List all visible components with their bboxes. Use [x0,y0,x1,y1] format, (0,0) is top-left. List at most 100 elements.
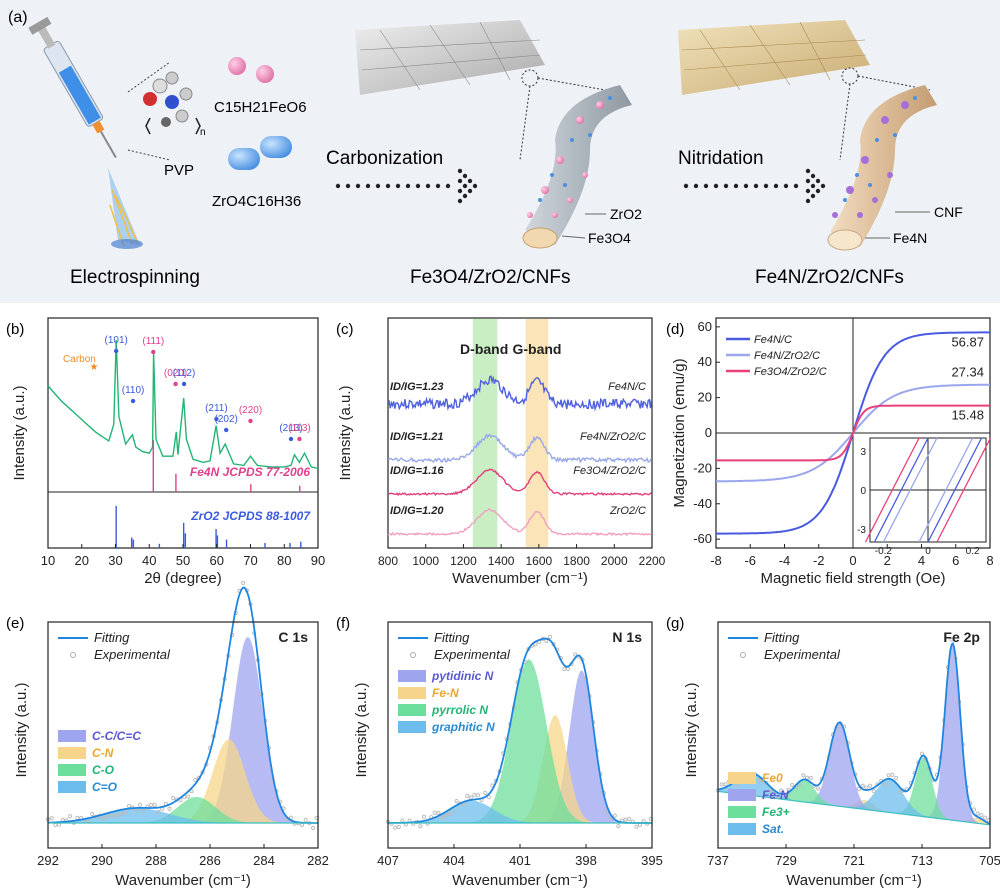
peak-label: (113) [288,423,311,434]
experimental-point [123,810,128,815]
legend-experimental: Experimental [94,647,171,662]
raman-series-line [387,468,652,497]
experimental-point [418,824,423,829]
arrow-dot [457,178,463,184]
peak-label: (202) [215,414,238,425]
experimental-point [421,814,427,819]
step-nitridation: Nitridation [678,148,764,169]
peak-label: (220) [239,405,262,416]
band-highlight [525,319,549,547]
experimental-point [137,802,143,807]
experimental-point [634,824,639,829]
raman-series-line [387,508,653,537]
x-tick-label: 10 [41,553,55,568]
product-1: Fe3O4/ZrO2/CNFs [410,267,570,288]
peak-label: (101) [104,335,127,346]
ratio-label: ID/IG=1.20 [390,505,444,517]
legend-label: Fe4N/C [754,334,792,346]
experimental-point [53,822,58,828]
experimental-point [104,814,110,819]
x-axis-label: Magnetic field strength (Oe) [760,570,945,587]
x-tick-label: 292 [37,853,59,868]
experimental-point [193,777,198,782]
experimental-point [764,780,769,786]
x-tick-label: -4 [779,553,791,568]
label-fe3o4: Fe3O4 [588,230,631,246]
component-area [388,800,652,823]
arrow-dot [375,183,381,189]
experimental-point [134,808,139,814]
component-area [48,739,318,823]
xrd-series-line [47,339,319,470]
arrow-dot [457,168,463,174]
experimental-point [778,788,784,793]
peak-marker [181,381,187,387]
y-axis-label: Magnetization (emu/g) [671,358,688,507]
blue-capsule-icon [228,148,260,170]
ref-zro2-label: ZrO2 JCPDS 88-1007 [190,509,311,523]
legend-label: Fe-N [432,686,459,700]
y-tick-label: 60 [698,319,712,334]
arrow-dot [365,183,371,189]
zoom-line [127,61,171,93]
experimental-point [797,782,802,787]
x-tick-label: 1000 [412,554,439,568]
experimental-point [436,810,441,816]
legend-experimental-swatch [70,652,76,658]
arrow-dot [693,183,699,189]
experimental-point [468,795,473,800]
raman-series-label: Fe4N/C [608,381,646,393]
experimental-point [303,817,308,822]
baseline [717,790,991,826]
experimental-point [75,815,80,820]
experimental-point [627,816,632,822]
fiber-mat-tan-icon [678,20,870,95]
legend-label: graphitic N [431,720,495,734]
arrow-dot [415,183,421,189]
fiber-mat-gray-icon [355,20,545,95]
ms-label: 15.48 [951,408,984,423]
zoom-line [537,77,606,91]
y-tick-label: -20 [693,460,712,475]
x-tick-label: 705 [979,853,1000,868]
ratio-label: ID/IG=1.21 [390,431,444,443]
experimental-point [547,634,553,639]
peak-label: (213) [279,423,302,434]
experimental-point [465,793,470,798]
inset-tick-label: -0.2 [875,546,893,557]
panel-b-label: (b) [6,321,24,338]
arrow-dot [335,183,341,189]
x-tick-label: 721 [843,853,865,868]
x-tick-label: 713 [911,853,933,868]
experimental-point [443,813,448,818]
zirc-precursor-label: ZrO4C16H36 [212,193,301,210]
arrow-dot [805,168,811,174]
component-area [48,637,318,823]
product-2: Fe4N/ZrO2/CNFs [755,267,904,288]
arrow-dot [467,188,473,194]
peak-marker [113,348,119,354]
experimental-point [979,813,984,818]
y-tick-label: 20 [698,390,712,405]
arrow-dot [462,193,468,199]
panel-g-label: (g) [666,615,684,632]
arrow-dot [425,183,431,189]
inset-tick-label: 0 [925,546,931,557]
experimental-point [816,786,821,791]
arrow-dot [457,198,463,204]
inset-loop [927,437,983,543]
peak-label: (211) [205,403,228,414]
arrow-dot [815,188,821,194]
experimental-point [786,787,791,792]
legend-label: Fe0 [762,771,783,785]
experimental-point [808,775,813,780]
arrow-dot [810,173,816,179]
experimental-point [454,799,459,804]
panel-d-label: (d) [666,321,684,338]
legend-experimental-swatch [740,652,746,658]
experimental-point [152,802,157,808]
label-zro2: ZrO2 [610,206,642,222]
inset-tick-label: 0 [860,486,866,497]
legend-swatch [728,806,756,818]
experimental-point [126,803,132,809]
